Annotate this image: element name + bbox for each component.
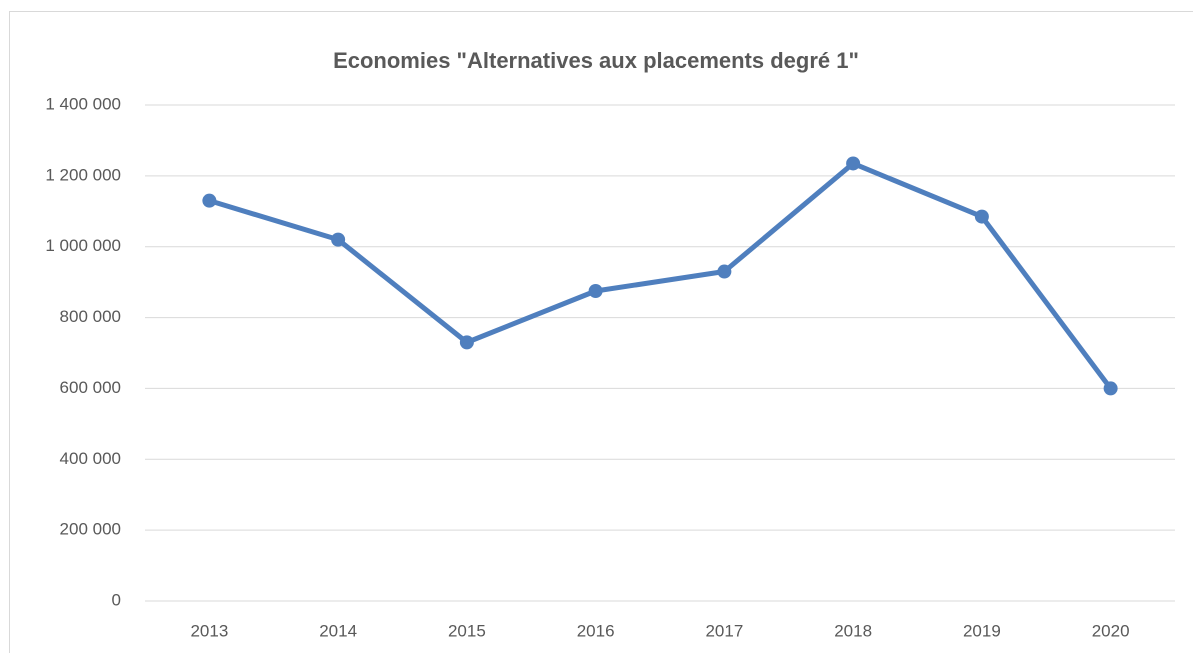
marker bbox=[202, 193, 217, 208]
x-tick-label: 2016 bbox=[577, 621, 615, 640]
marker bbox=[717, 264, 732, 279]
x-tick-label: 2019 bbox=[963, 621, 1001, 640]
y-tick-label: 400 000 bbox=[60, 449, 121, 468]
line bbox=[208, 160, 1113, 390]
marker bbox=[588, 284, 603, 298]
marker bbox=[331, 232, 346, 247]
x-tick-label: 2018 bbox=[834, 621, 872, 640]
marker bbox=[1103, 381, 1118, 396]
marker bbox=[459, 335, 474, 350]
marker bbox=[846, 156, 861, 171]
x-tick-label: 2017 bbox=[705, 621, 743, 640]
chart-frame bbox=[9, 11, 1193, 653]
y-tick-label: 800 000 bbox=[60, 307, 121, 326]
x-tick-label: 2013 bbox=[190, 621, 228, 640]
y-tick-label: 0 bbox=[112, 590, 121, 609]
x-tick-label: 2014 bbox=[319, 621, 357, 640]
marker bbox=[974, 209, 989, 224]
y-tick-label: 1 000 000 bbox=[45, 236, 121, 255]
x-tick-label: 2015 bbox=[448, 621, 486, 640]
y-tick-label: 1 200 000 bbox=[45, 165, 121, 184]
y-tick-label: 1 400 000 bbox=[45, 94, 121, 113]
chart-title: Economies "Alternatives aux placements d… bbox=[333, 48, 859, 73]
x-tick-label: 2020 bbox=[1092, 621, 1130, 640]
y-tick-label: 600 000 bbox=[60, 378, 121, 397]
y-tick-label: 200 000 bbox=[60, 520, 121, 539]
